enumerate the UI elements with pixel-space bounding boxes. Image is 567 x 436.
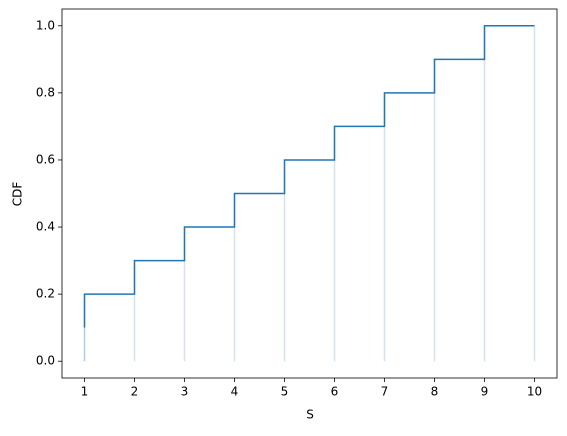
x-tick-label: 10 (527, 385, 542, 399)
x-tick-label: 8 (431, 385, 439, 399)
x-tick-label: 1 (81, 385, 89, 399)
axes-frame (61, 8, 558, 379)
y-tick-label: 0.0 (36, 354, 55, 368)
x-tick-label: 5 (281, 385, 289, 399)
y-tick-label: 1.0 (36, 18, 55, 32)
x-tick-label: 3 (181, 385, 189, 399)
y-tick-label: 0.2 (36, 287, 55, 301)
y-tick-label: 0.6 (36, 152, 55, 166)
x-axis-label: S (306, 408, 314, 422)
y-axis-label: CDF (11, 182, 25, 207)
x-tick-label: 2 (131, 385, 139, 399)
cdf-line (83, 25, 535, 328)
y-tick-label: 0.8 (36, 85, 55, 99)
x-tick-label: 7 (381, 385, 389, 399)
x-tick-label: 6 (331, 385, 339, 399)
x-tick-label: 9 (481, 385, 489, 399)
x-tick-label: 4 (231, 385, 239, 399)
y-tick-label: 0.4 (36, 220, 55, 234)
